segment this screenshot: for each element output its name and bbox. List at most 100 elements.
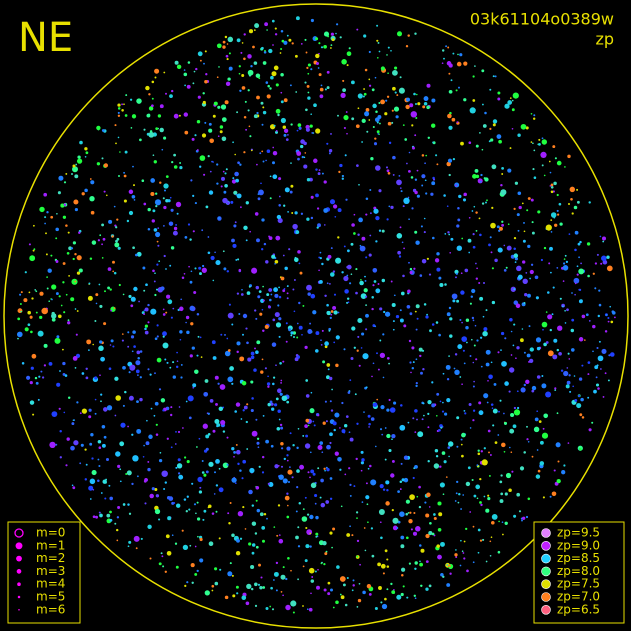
star xyxy=(284,266,288,271)
star xyxy=(142,455,145,458)
star xyxy=(261,150,264,153)
star xyxy=(202,92,205,95)
star xyxy=(339,163,343,168)
star xyxy=(179,330,183,334)
star xyxy=(553,181,557,186)
star xyxy=(76,158,83,164)
star xyxy=(67,396,71,399)
star xyxy=(265,159,267,162)
star xyxy=(282,478,288,484)
star xyxy=(272,318,276,322)
star xyxy=(236,350,239,354)
star xyxy=(228,66,233,71)
star xyxy=(378,586,382,590)
star xyxy=(529,277,531,280)
star xyxy=(250,355,255,360)
star xyxy=(278,286,280,289)
star xyxy=(491,407,494,410)
star xyxy=(268,305,271,308)
star xyxy=(129,364,136,371)
star xyxy=(63,181,67,184)
star xyxy=(217,105,221,109)
star xyxy=(328,149,333,153)
star xyxy=(513,409,521,416)
star xyxy=(420,225,423,228)
star xyxy=(154,76,157,79)
star xyxy=(298,325,303,330)
star xyxy=(238,268,242,272)
star xyxy=(163,71,166,74)
legend-label: m=6 xyxy=(36,602,65,616)
star xyxy=(359,563,361,566)
star xyxy=(455,272,458,275)
star xyxy=(361,458,365,462)
star xyxy=(212,279,215,282)
star xyxy=(549,246,553,251)
star xyxy=(418,485,421,489)
star xyxy=(198,266,202,270)
star xyxy=(566,308,569,312)
star xyxy=(287,504,289,507)
star xyxy=(516,265,522,272)
star xyxy=(59,429,62,433)
star xyxy=(231,238,235,243)
star xyxy=(503,421,508,425)
star xyxy=(365,108,370,112)
legend-symbol xyxy=(17,582,21,586)
star xyxy=(464,268,469,273)
star xyxy=(205,205,209,209)
star xyxy=(236,38,241,43)
star xyxy=(346,132,348,135)
star xyxy=(440,541,445,547)
star xyxy=(115,395,121,401)
star xyxy=(472,174,477,179)
star xyxy=(228,303,231,306)
star xyxy=(305,394,310,398)
star xyxy=(402,124,405,126)
star xyxy=(234,482,237,485)
star xyxy=(398,175,401,177)
star xyxy=(295,16,300,21)
star xyxy=(507,168,512,173)
legend-symbol xyxy=(541,540,551,551)
star xyxy=(370,527,374,530)
star xyxy=(391,109,394,112)
star xyxy=(129,98,133,101)
star xyxy=(504,381,509,386)
star xyxy=(550,231,553,233)
star xyxy=(387,121,392,126)
star xyxy=(314,502,317,505)
star xyxy=(152,269,155,273)
star xyxy=(176,360,179,363)
star xyxy=(71,484,74,487)
star xyxy=(393,401,397,405)
star xyxy=(35,381,39,385)
star xyxy=(257,193,260,195)
star xyxy=(162,335,165,338)
star xyxy=(557,213,560,216)
legend-label: zp=8.5 xyxy=(557,551,600,565)
star xyxy=(211,512,215,515)
star xyxy=(518,205,522,210)
star xyxy=(419,560,421,563)
star xyxy=(274,27,277,30)
star xyxy=(499,480,503,484)
star xyxy=(295,91,298,93)
star xyxy=(175,503,181,508)
star xyxy=(562,305,564,308)
star xyxy=(286,34,289,37)
star xyxy=(559,297,562,300)
star xyxy=(521,328,524,330)
star xyxy=(156,324,159,327)
star xyxy=(101,223,105,227)
star xyxy=(94,320,97,322)
star xyxy=(179,162,182,164)
star xyxy=(421,418,424,421)
star xyxy=(349,437,354,442)
star xyxy=(556,478,561,484)
star xyxy=(426,492,431,498)
star xyxy=(274,33,278,36)
star xyxy=(160,552,163,555)
star xyxy=(166,437,169,440)
star xyxy=(116,528,119,532)
